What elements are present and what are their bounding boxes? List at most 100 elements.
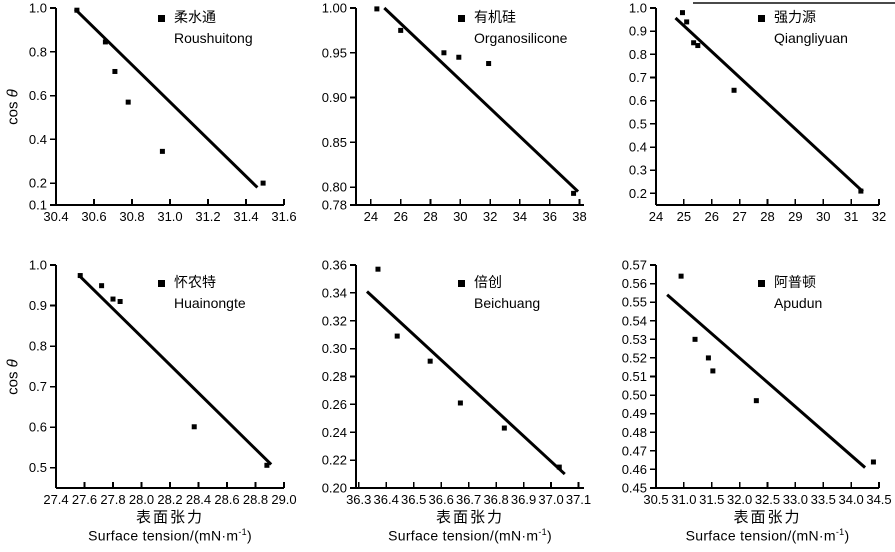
data-point <box>99 283 105 289</box>
y-tick-label: 0.30 <box>322 341 347 356</box>
x-tick-label: 33.5 <box>811 492 836 507</box>
plot-row-bottom: 27.4 27.6 27.8 28.0 28.2 28.4 28.6 28.8 29.0 0.5 0… <box>0 235 895 552</box>
subplot-roushuitong: 30.4 30.6 30.8 31.0 31.2 31.4 31.6 0.1 0.2 0.4 0.6… <box>0 0 300 235</box>
legend-row: 有机硅 <box>458 7 567 28</box>
x-tick-label: 36.5 <box>401 492 426 507</box>
subplot-apudun: 30.5 31.0 31.5 32.0 32.5 33.0 33.5 34.0 34.5 0.45… <box>600 235 895 552</box>
data-point <box>191 424 197 430</box>
y-tick-label: 0.90 <box>322 90 347 105</box>
legend-name-en: Qiangliyuan <box>774 30 848 46</box>
x-tick-label: 32 <box>872 209 886 224</box>
data-point <box>102 39 108 45</box>
subplot-organosilicone: 24 26 28 30 32 34 36 38 0.78 0.80 0.85 0.90 0.95 1.00… <box>300 0 600 235</box>
x-tick-label: 25 <box>677 209 691 224</box>
x-axis-title-en-text: Surface tension/(mN·m <box>685 527 836 544</box>
legend-name-cn: 阿普顿 <box>774 274 816 290</box>
x-axis-title-en: Surface tension/(mN·m-1) <box>656 527 879 544</box>
data-point <box>731 87 737 93</box>
data-point <box>117 298 123 304</box>
x-tick-label: 28.6 <box>214 492 239 507</box>
x-axis-title-superscript: -1 <box>538 527 547 537</box>
x-axis-title-cn: 表面张力 <box>733 509 802 526</box>
x-tick-label: 28.8 <box>243 492 268 507</box>
y-tick-label: 0.36 <box>322 258 347 273</box>
x-tick-label: 34.5 <box>866 492 891 507</box>
x-tick-label: 29 <box>788 209 802 224</box>
data-point <box>398 27 404 33</box>
x-axis-title-en-close: ) <box>844 527 850 544</box>
y-tick-label: 1.0 <box>29 1 47 16</box>
y-tick-label: 0.52 <box>622 350 647 365</box>
y-tick-label: 0.51 <box>622 369 647 384</box>
legend: 阿普顿 Apudun <box>758 272 822 314</box>
y-tick-label: 0.85 <box>322 135 347 150</box>
x-tick-label: 27.6 <box>72 492 97 507</box>
y-tick-label: 0.24 <box>322 425 347 440</box>
data-point <box>110 296 116 302</box>
y-tick-label: 0.46 <box>622 462 647 477</box>
y-tick-label: 1.0 <box>29 258 47 273</box>
x-axis-title-en-close: ) <box>246 527 252 544</box>
x-tick-label: 30 <box>453 209 467 224</box>
trend-line <box>383 6 580 193</box>
x-axis-title-en-close: ) <box>546 527 552 544</box>
y-tick-label: 0.32 <box>322 313 347 328</box>
y-tick-label: 0.4 <box>629 140 647 155</box>
top-right-rule-line <box>693 2 895 4</box>
data-point <box>374 6 380 12</box>
x-tick-label: 36.6 <box>429 492 454 507</box>
y-tick-label: 0.8 <box>629 47 647 62</box>
x-tick-label: 36.9 <box>511 492 536 507</box>
y-tick-label: 0.95 <box>322 45 347 60</box>
data-point <box>456 54 462 60</box>
legend: 强力源 Qiangliyuan <box>758 7 848 49</box>
legend-marker-icon <box>158 280 165 287</box>
data-point <box>692 336 698 342</box>
x-axis-title-superscript: -1 <box>835 527 845 537</box>
qiangliyuan-scatter-plot: 24 25 26 27 28 29 30 31 32 0.2 0.3 0.4 0.5 0.6 0.7 0.8 0… <box>629 1 886 225</box>
x-axis-title-cn: 表面张力 <box>435 509 504 526</box>
x-tick-label: 30 <box>816 209 830 224</box>
data-point <box>556 464 562 470</box>
legend: 有机硅 Organosilicone <box>458 7 567 49</box>
y-tick-label: 0.49 <box>622 406 647 421</box>
legend-name-en: Huainongte <box>174 295 246 311</box>
y-tick-label: 0.78 <box>322 198 347 213</box>
data-point <box>695 43 701 49</box>
y-axis-title-theta: θ <box>4 89 22 98</box>
data-point <box>260 180 266 186</box>
data-point <box>264 462 270 468</box>
huainongte-scatter-plot: 27.4 27.6 27.8 28.0 28.2 28.4 28.6 28.8 29.0 0.5 0… <box>29 258 297 508</box>
x-tick-label: 36 <box>542 209 556 224</box>
x-tick-label: 32 <box>483 209 497 224</box>
y-tick-label: 0.3 <box>629 163 647 178</box>
y-tick-label: 0.8 <box>29 339 47 354</box>
legend-marker-icon <box>758 15 765 22</box>
legend-marker-icon <box>158 15 165 22</box>
y-tick-label: 0.7 <box>29 379 47 394</box>
data-point <box>375 266 381 272</box>
x-tick-label: 24 <box>649 209 663 224</box>
x-tick-label: 34.0 <box>838 492 863 507</box>
legend-name-en: Beichuang <box>474 295 541 311</box>
x-tick-label: 24 <box>364 209 378 224</box>
y-tick-label: 0.4 <box>29 132 47 147</box>
x-axis-title-superscript: -1 <box>238 527 247 537</box>
trend-line <box>666 293 867 469</box>
x-tick-label: 31 <box>844 209 858 224</box>
y-tick-label: 0.54 <box>622 313 647 328</box>
y-tick-label: 0.45 <box>622 481 647 496</box>
x-tick-label: 36.3 <box>346 492 371 507</box>
plot-row-top: 30.4 30.6 30.8 31.0 31.2 31.4 31.6 0.1 0.2 0.4 0.6… <box>0 0 895 235</box>
y-tick-label: 0.48 <box>622 425 647 440</box>
x-tick-label: 31.0 <box>671 492 696 507</box>
x-tick-label: 32.5 <box>755 492 780 507</box>
y-tick-label: 0.9 <box>29 298 47 313</box>
legend-row: 强力源 <box>758 7 848 28</box>
x-tick-label: 27.4 <box>43 492 68 507</box>
x-axis-title-en: Surface tension/(mN·m-1) <box>356 527 584 544</box>
x-tick-label: 30.4 <box>43 209 68 224</box>
legend-row: 怀农特 <box>158 272 246 293</box>
x-tick-label: 31.4 <box>233 209 258 224</box>
y-tick-label: 0.28 <box>322 369 347 384</box>
